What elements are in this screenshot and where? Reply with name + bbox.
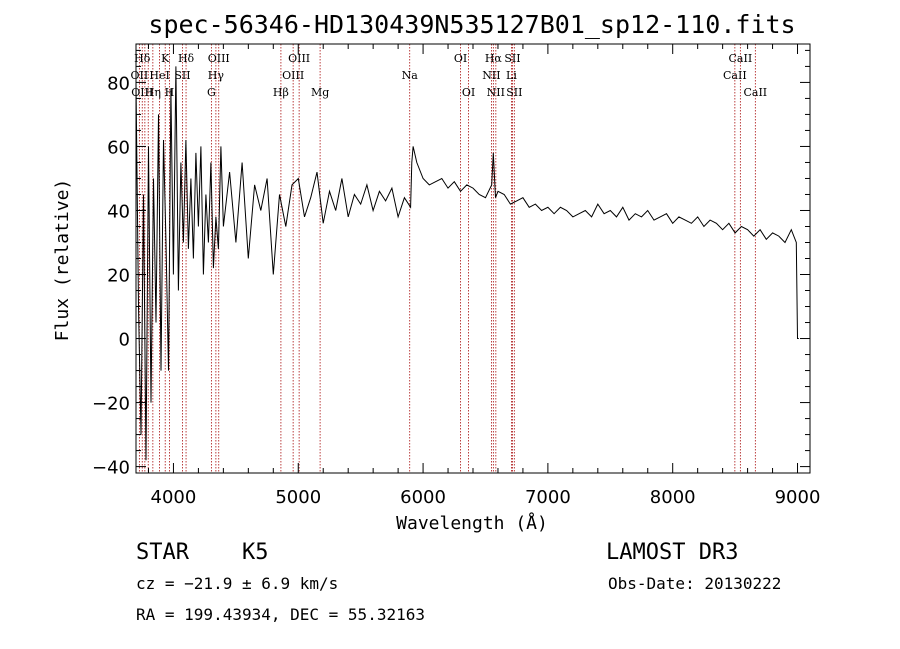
line-markers	[138, 44, 756, 473]
line-label: SII	[174, 69, 190, 82]
y-tick-label: 20	[107, 266, 130, 287]
line-label: Hβ	[273, 86, 289, 99]
spectrum-chart: spec-56346-HD130439N535127B01_sp12-110.f…	[52, 10, 821, 534]
line-label: NII	[487, 86, 505, 99]
redshift-line: cz = −21.9 ± 6.9 km/s	[136, 574, 339, 593]
y-tick-label: 0	[119, 330, 130, 351]
line-label: OIII	[208, 52, 230, 65]
line-label: NII	[482, 69, 500, 82]
line-label: H	[165, 86, 175, 99]
x-tick-label: 8000	[650, 487, 696, 508]
line-label: Mg	[311, 86, 329, 99]
line-label: SII	[504, 52, 520, 65]
object-class: STAR	[136, 540, 189, 565]
y-axis: −40 −20 0 20 40 60 80	[92, 49, 810, 479]
y-tick-label: −40	[92, 458, 130, 479]
x-tick-label: 4000	[151, 487, 197, 508]
spectrum-line	[135, 66, 799, 461]
x-axis-label: Wavelength (Å)	[396, 512, 548, 534]
line-label: CaII	[743, 86, 767, 99]
line-label: OIII	[288, 52, 310, 65]
survey-name: LAMOST DR3	[606, 540, 739, 565]
line-label: OIII	[131, 86, 153, 99]
line-label: Hδ	[134, 52, 151, 65]
line-label: G	[207, 86, 216, 99]
plot-frame	[135, 43, 811, 474]
line-label: Hγ	[208, 69, 225, 82]
y-tick-label: 40	[107, 201, 130, 222]
spectrum-series	[135, 66, 799, 461]
y-tick-label: 60	[107, 137, 130, 158]
line-label: Hα	[485, 52, 503, 65]
y-axis-label: Flux (relative)	[52, 179, 73, 342]
y-tick-label: 80	[107, 73, 130, 94]
x-tick-label: 6000	[400, 487, 446, 508]
line-label: Li	[506, 69, 517, 82]
x-tick-label: 9000	[775, 487, 821, 508]
chart-title: spec-56346-HD130439N535127B01_sp12-110.f…	[148, 10, 795, 39]
line-label: Hδ	[178, 52, 195, 65]
line-label: OIII	[282, 69, 304, 82]
coordinates: RA = 199.43934, DEC = 55.32163	[136, 605, 425, 624]
x-tick-label: 5000	[275, 487, 321, 508]
line-label: SII	[506, 86, 522, 99]
line-label: K	[161, 52, 170, 65]
obs-date: Obs-Date: 20130222	[608, 574, 782, 593]
object-subclass: K5	[242, 540, 269, 565]
x-axis: 4000 5000 6000 7000 8000 9000	[147, 44, 821, 508]
line-label: Hη	[145, 86, 161, 99]
line-label: CaII	[723, 69, 747, 82]
line-label: OII	[131, 69, 149, 82]
line-label: OI	[454, 52, 467, 65]
y-tick-label: −20	[92, 394, 130, 415]
line-label: HeI	[149, 69, 169, 82]
x-tick-label: 7000	[525, 487, 571, 508]
line-label: CaII	[729, 52, 753, 65]
line-label: OI	[462, 86, 475, 99]
line-label: Na	[402, 69, 419, 82]
